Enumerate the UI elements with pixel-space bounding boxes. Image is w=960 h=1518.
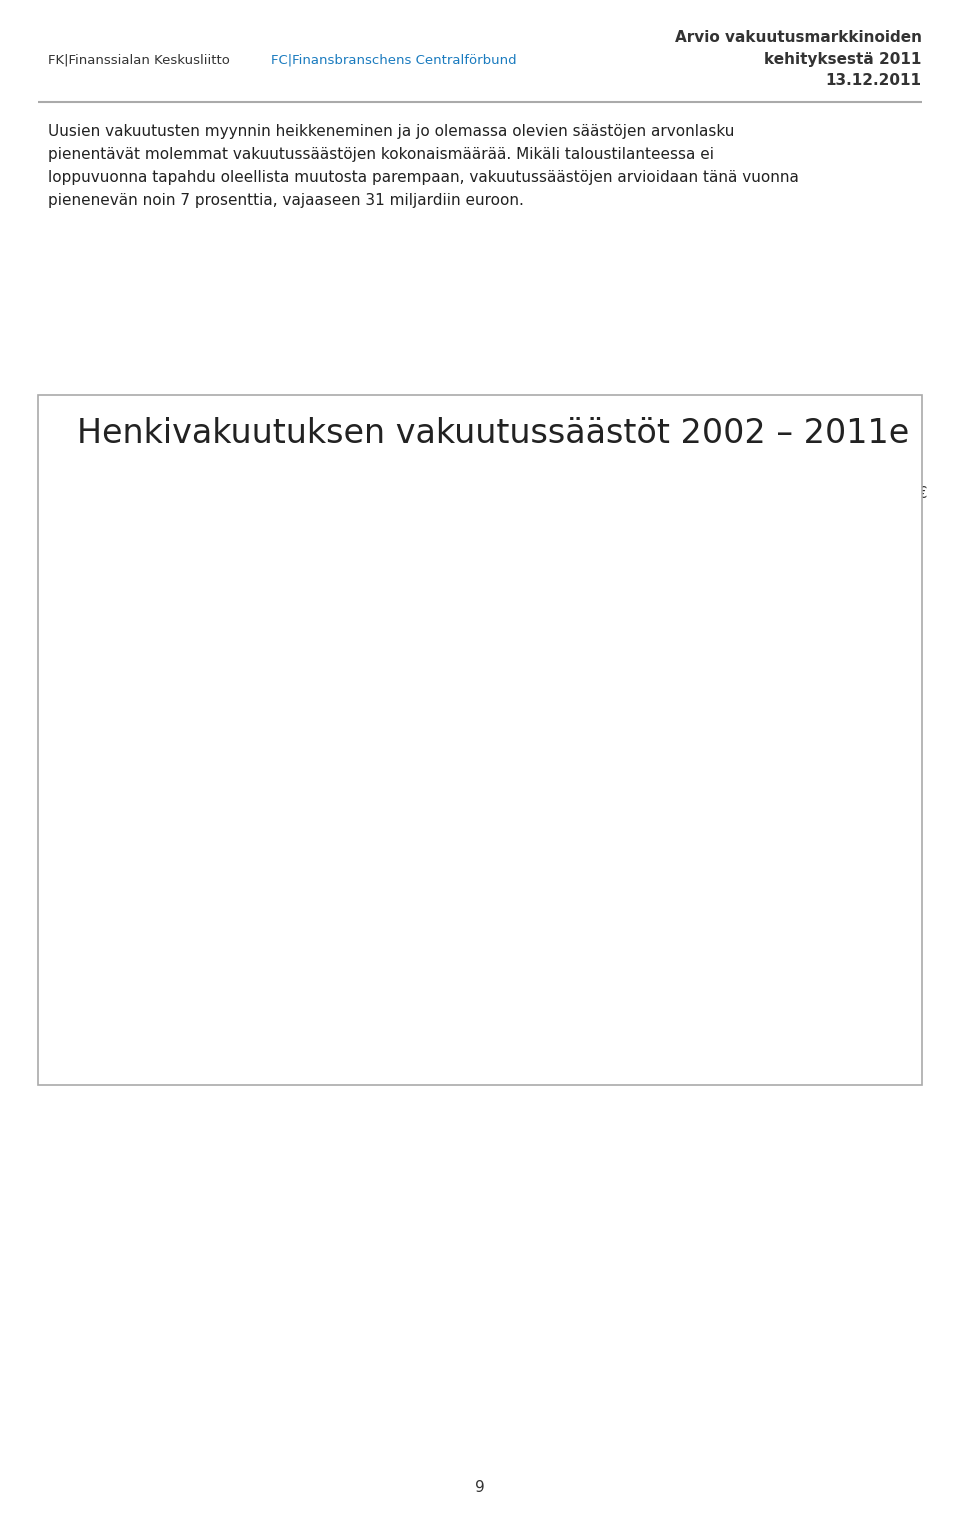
Text: 20.2: 20.2 <box>151 750 183 764</box>
Bar <box>144 797 191 1025</box>
Text: 33.2: 33.2 <box>754 584 786 598</box>
Bar <box>596 757 643 1025</box>
Text: 31.0: 31.0 <box>829 613 862 625</box>
Text: 22.3: 22.3 <box>227 724 259 736</box>
Text: kehityksestä 2011: kehityksestä 2011 <box>764 52 922 67</box>
Bar <box>295 715 342 771</box>
Text: 9.7: 9.7 <box>684 692 705 706</box>
Bar <box>295 771 342 1025</box>
Text: 12.8: 12.8 <box>756 676 784 689</box>
Legend: Sijoitussidonnaiset, Laskuperustekorkoiset: Sijoitussidonnaiset, Laskuperustekorkois… <box>144 528 348 580</box>
Bar <box>822 631 869 777</box>
Text: 21.0: 21.0 <box>606 893 634 906</box>
Text: mrd.€: mrd.€ <box>885 486 928 501</box>
Text: 30.3: 30.3 <box>679 622 711 635</box>
Bar <box>822 777 869 1025</box>
Bar <box>370 757 417 1025</box>
Bar <box>671 762 718 1025</box>
Bar <box>144 768 191 797</box>
Bar <box>219 780 266 1025</box>
Text: 13.12.2011: 13.12.2011 <box>826 73 922 88</box>
Text: 21.0: 21.0 <box>379 893 407 906</box>
Text: mrd.€: mrd.€ <box>84 486 128 501</box>
Bar <box>219 739 266 780</box>
Bar <box>596 674 643 757</box>
Text: 20.3: 20.3 <box>756 897 784 909</box>
Text: Uusien vakuutusten myynnin heikkeneminen ja jo olemassa olevien säästöjen arvonl: Uusien vakuutusten myynnin heikkeneminen… <box>48 124 799 208</box>
Bar <box>445 756 492 1025</box>
Text: 8.9: 8.9 <box>534 689 554 701</box>
Text: 29.2: 29.2 <box>452 636 485 650</box>
Text: 27.2: 27.2 <box>377 662 410 674</box>
Text: FC|Finansbranschens Centralförbund: FC|Finansbranschens Centralförbund <box>271 53 516 67</box>
Text: 4.3: 4.3 <box>308 735 328 748</box>
Bar <box>445 654 492 756</box>
Text: 20.6: 20.6 <box>681 896 708 908</box>
Text: 27.7: 27.7 <box>603 656 636 668</box>
Text: 3.2: 3.2 <box>232 753 252 767</box>
Bar <box>370 679 417 757</box>
Bar <box>520 641 567 754</box>
Text: 9: 9 <box>475 1480 485 1495</box>
Bar <box>671 639 718 762</box>
Text: 6.6: 6.6 <box>610 707 630 721</box>
Text: Henkivakuutuksen vakuutussäästöt 2002 – 2011e: Henkivakuutuksen vakuutussäästöt 2002 – … <box>77 417 909 451</box>
Text: 8.0: 8.0 <box>459 697 479 710</box>
Text: 30.2: 30.2 <box>528 624 561 636</box>
Text: 11.4: 11.4 <box>831 695 859 707</box>
Text: 19.5: 19.5 <box>831 902 859 915</box>
Text: 21.3: 21.3 <box>530 891 558 903</box>
Bar <box>520 754 567 1025</box>
Bar <box>747 604 794 767</box>
Text: 21.1: 21.1 <box>455 893 483 905</box>
Text: 17.9: 17.9 <box>154 911 181 924</box>
Text: FK|Finanssialan Keskusliitto: FK|Finanssialan Keskusliitto <box>48 53 234 67</box>
Text: 20.0: 20.0 <box>304 899 332 912</box>
Text: 24.2: 24.2 <box>301 700 334 712</box>
Text: 19.2: 19.2 <box>228 903 256 917</box>
Text: 2.3: 2.3 <box>157 776 178 788</box>
Text: Arvio vakuutusmarkkinoiden: Arvio vakuutusmarkkinoiden <box>675 30 922 46</box>
Text: 6.2: 6.2 <box>383 710 403 723</box>
Bar <box>747 767 794 1025</box>
